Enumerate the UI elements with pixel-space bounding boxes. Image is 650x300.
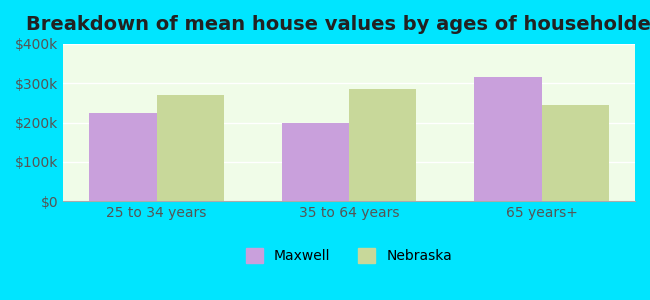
Bar	[281, 123, 349, 201]
Bar	[349, 89, 417, 201]
Title: Breakdown of mean house values by ages of householders: Breakdown of mean house values by ages o…	[26, 15, 650, 34]
Bar	[541, 105, 609, 201]
Legend: Maxwell, Nebraska: Maxwell, Nebraska	[240, 243, 458, 269]
Bar	[157, 95, 224, 201]
Bar	[89, 113, 157, 201]
Bar	[474, 77, 541, 201]
